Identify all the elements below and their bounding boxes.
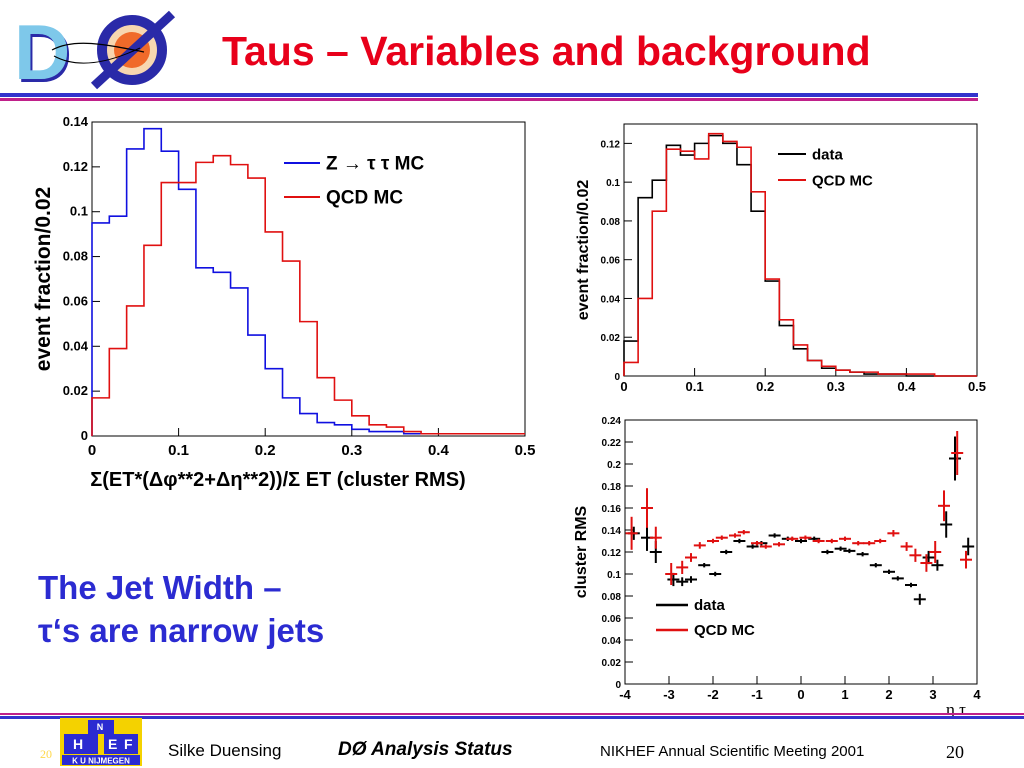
x-tick-label: 0 — [620, 379, 627, 394]
y-tick-label: 0.06 — [602, 614, 622, 625]
y-axis-label: event fraction/0.02 — [32, 187, 55, 371]
logo-letter: E — [108, 736, 117, 752]
logo-caption: K U NIJMEGEN — [72, 757, 130, 766]
logo-bar — [62, 755, 140, 765]
heading-line-2: τ‘s are narrow jets — [38, 612, 325, 649]
x-tick-label: 0.2 — [255, 442, 276, 459]
y-tick-label: 0.12 — [601, 139, 621, 150]
footer-author: Silke Duensing — [168, 741, 282, 760]
x-tick-label: -1 — [751, 687, 763, 702]
logo-block-left — [64, 734, 98, 754]
footer-talk-title: DØ Analysis Status — [338, 739, 513, 760]
legend-entry: data — [694, 597, 726, 614]
y-tick-label: 0.14 — [63, 116, 89, 129]
x-tick-label: 0 — [88, 442, 96, 459]
y-tick-label: 0.12 — [63, 159, 88, 174]
y-tick-label: 0.06 — [601, 256, 621, 267]
x-tick-label: 0.3 — [341, 442, 362, 459]
legend-entry: data — [812, 146, 844, 163]
x-tick-label: 0.3 — [827, 379, 845, 394]
x-tick-label: 2 — [885, 687, 892, 702]
legend-entry: QCD MC — [694, 622, 755, 639]
y-tick-label: 0.22 — [602, 438, 622, 449]
footer-page-number: 20 — [946, 742, 964, 762]
x-tick-label: 1 — [841, 687, 848, 702]
nikhef-logo: N H E F K U NIJMEGEN — [60, 718, 142, 766]
logo-track — [53, 47, 141, 64]
y-tick-label: 0.08 — [602, 592, 622, 603]
plot-frame — [624, 419, 978, 685]
y-tick-label: 0.2 — [607, 460, 621, 471]
y-tick-label: 0 — [614, 372, 620, 383]
logo-letter: H — [73, 736, 83, 752]
footer-page-number-small: 20 — [40, 747, 52, 761]
legend-entry: QCD MC — [326, 188, 403, 209]
x-tick-label: 0.4 — [428, 442, 450, 459]
slide-title: Taus – Variables and background — [222, 28, 871, 74]
x-tick-label: -3 — [663, 687, 675, 702]
legend-entry: QCD MC — [812, 172, 873, 189]
y-tick-label: 0 — [615, 680, 621, 691]
cluster-rms-histogram-data: 0 0.1 0.2 0.3 0.4 0.5 0 0.02 0.04 0.06 0.08 0.1 0.12… — [575, 123, 986, 394]
y-tick-label: 0.04 — [63, 338, 89, 353]
y-tick-label: 0.1 — [606, 178, 620, 189]
logo-o-ring — [97, 15, 167, 85]
x-tick-label: 0.5 — [968, 379, 986, 394]
histogram-series-0 — [623, 134, 977, 377]
y-tick-label: 0.08 — [601, 217, 621, 228]
histogram-series-1 — [623, 132, 977, 377]
footer-meeting: NIKHEF Annual Scientific Meeting 2001 — [600, 743, 865, 760]
y-tick-label: 0.04 — [601, 294, 621, 305]
y-tick-label: 0.06 — [63, 293, 88, 308]
x-tick-label: 0.1 — [686, 379, 704, 394]
y-tick-label: 0.02 — [63, 383, 88, 398]
x-tick-label: 0.2 — [756, 379, 774, 394]
plot-frame — [91, 121, 526, 437]
heading-line-1: The Jet Width – — [38, 569, 282, 606]
x-tick-label: 3 — [929, 687, 936, 702]
x-tick-label: 0.4 — [897, 379, 916, 394]
histogram-series-0 — [91, 127, 525, 436]
logo-letter: N — [97, 722, 104, 732]
logo-lettering: D — [14, 8, 70, 90]
logo-building-icon — [88, 720, 114, 734]
cluster-rms-vs-eta-plot: -4 -3 -2 -1 0 1 2 3 4 0 0.02 0.04 0.06 0.08 0.1 0.12 0.1… — [573, 416, 981, 702]
plot-frame — [623, 123, 978, 377]
y-tick-label: 0.16 — [602, 504, 622, 515]
x-tick-label: 4 — [973, 687, 981, 702]
header-rule-blue — [0, 93, 978, 97]
header-rule-magenta — [0, 98, 978, 101]
x-tick-label: 0.1 — [168, 442, 189, 459]
logo-block-right — [104, 734, 138, 754]
y-tick-label: 0.02 — [602, 658, 622, 669]
y-tick-label: 0 — [81, 428, 88, 443]
x-tick-label: 0.5 — [515, 442, 536, 459]
y-axis-label: event fraction/0.02 — [575, 180, 592, 321]
cluster-rms-histogram-mc: 0 0.1 0.2 0.3 0.4 0.5 0 0.02 0.04 0.06 0.08 0.1 0.12… — [32, 116, 536, 491]
logo-track — [51, 42, 145, 53]
y-tick-label: 0.12 — [602, 548, 622, 559]
y-tick-label: 0.18 — [602, 482, 622, 493]
y-tick-label: 0.14 — [602, 526, 622, 537]
jet-width-heading: The Jet Width – τ‘s are narrow jets — [38, 566, 324, 652]
y-tick-label: 0.08 — [63, 249, 88, 264]
logo-letter: F — [124, 736, 133, 752]
legend-entry: Z → τ τ MC — [326, 154, 425, 175]
histogram-series-1 — [91, 154, 525, 436]
dzero-logo: D D — [14, 8, 176, 90]
y-axis-label: cluster RMS — [573, 505, 590, 598]
logo-lettering-shadow: D — [16, 11, 72, 90]
x-tick-label: 0 — [797, 687, 804, 702]
y-tick-label: 0.1 — [70, 204, 88, 219]
y-tick-label: 0.1 — [607, 570, 621, 581]
x-tick-label: -4 — [619, 687, 631, 702]
y-tick-label: 0.02 — [601, 333, 621, 344]
footer-rule-magenta — [0, 713, 1024, 715]
footer-rule-blue — [0, 716, 1024, 719]
y-tick-label: 0.24 — [602, 416, 622, 427]
y-tick-label: 0.04 — [602, 636, 622, 647]
x-tick-label: -2 — [707, 687, 719, 702]
x-axis-label: Σ(ET*(Δφ**2+Δη**2))/Σ ET (cluster RMS) — [90, 469, 465, 491]
